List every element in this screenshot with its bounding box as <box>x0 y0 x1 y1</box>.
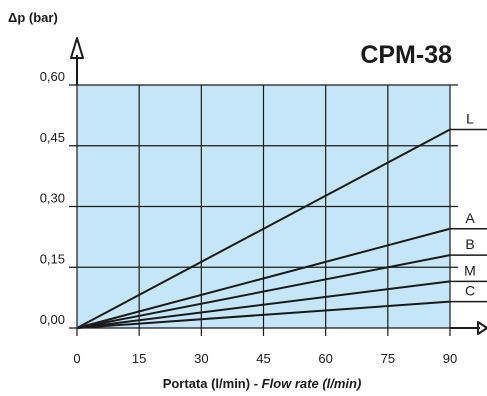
y-axis-label: Δp (bar) <box>8 10 58 25</box>
series-label-b: B <box>465 236 474 252</box>
series-line-m <box>76 280 451 329</box>
x-tick-label: 90 <box>443 351 457 366</box>
y-tick-label: 0,00 <box>40 312 65 327</box>
x-axis-label-main: Portata (l/min) - <box>163 376 262 391</box>
x-ticks: 0 15 30 45 60 75 90 <box>73 351 457 366</box>
series-line-l <box>76 128 451 329</box>
series-line-b <box>76 254 451 329</box>
series-label-l: L <box>466 111 474 127</box>
x-tick-label: 0 <box>73 351 80 366</box>
y-tick-label: 0,60 <box>40 69 65 84</box>
chart-title: CPM-38 <box>360 41 452 69</box>
x-tick-label: 30 <box>194 351 208 366</box>
grid <box>69 84 458 336</box>
y-axis-arrow-icon <box>70 37 84 59</box>
x-tick-label: 15 <box>132 351 146 366</box>
y-tick-label: 0,30 <box>40 191 65 206</box>
axes <box>70 37 487 335</box>
series-line-a <box>76 227 451 329</box>
y-tick-label: 0,15 <box>40 251 65 266</box>
series-label-a: A <box>465 210 475 226</box>
series-label-c: C <box>465 283 475 299</box>
x-axis-label-italic: Flow rate (l/min) <box>262 376 362 391</box>
x-axis-arrow-icon <box>477 321 487 335</box>
y-tick-label: 0,45 <box>40 130 65 145</box>
series-label-m: M <box>464 262 476 278</box>
x-tick-label: 45 <box>256 351 270 366</box>
x-axis-label: Portata (l/min) - Flow rate (l/min) <box>163 376 362 391</box>
series-line-c <box>76 300 451 329</box>
x-tick-label: 60 <box>318 351 332 366</box>
x-tick-label: 75 <box>381 351 395 366</box>
y-ticks: 0,00 0,15 0,30 0,45 0,60 <box>40 69 65 327</box>
